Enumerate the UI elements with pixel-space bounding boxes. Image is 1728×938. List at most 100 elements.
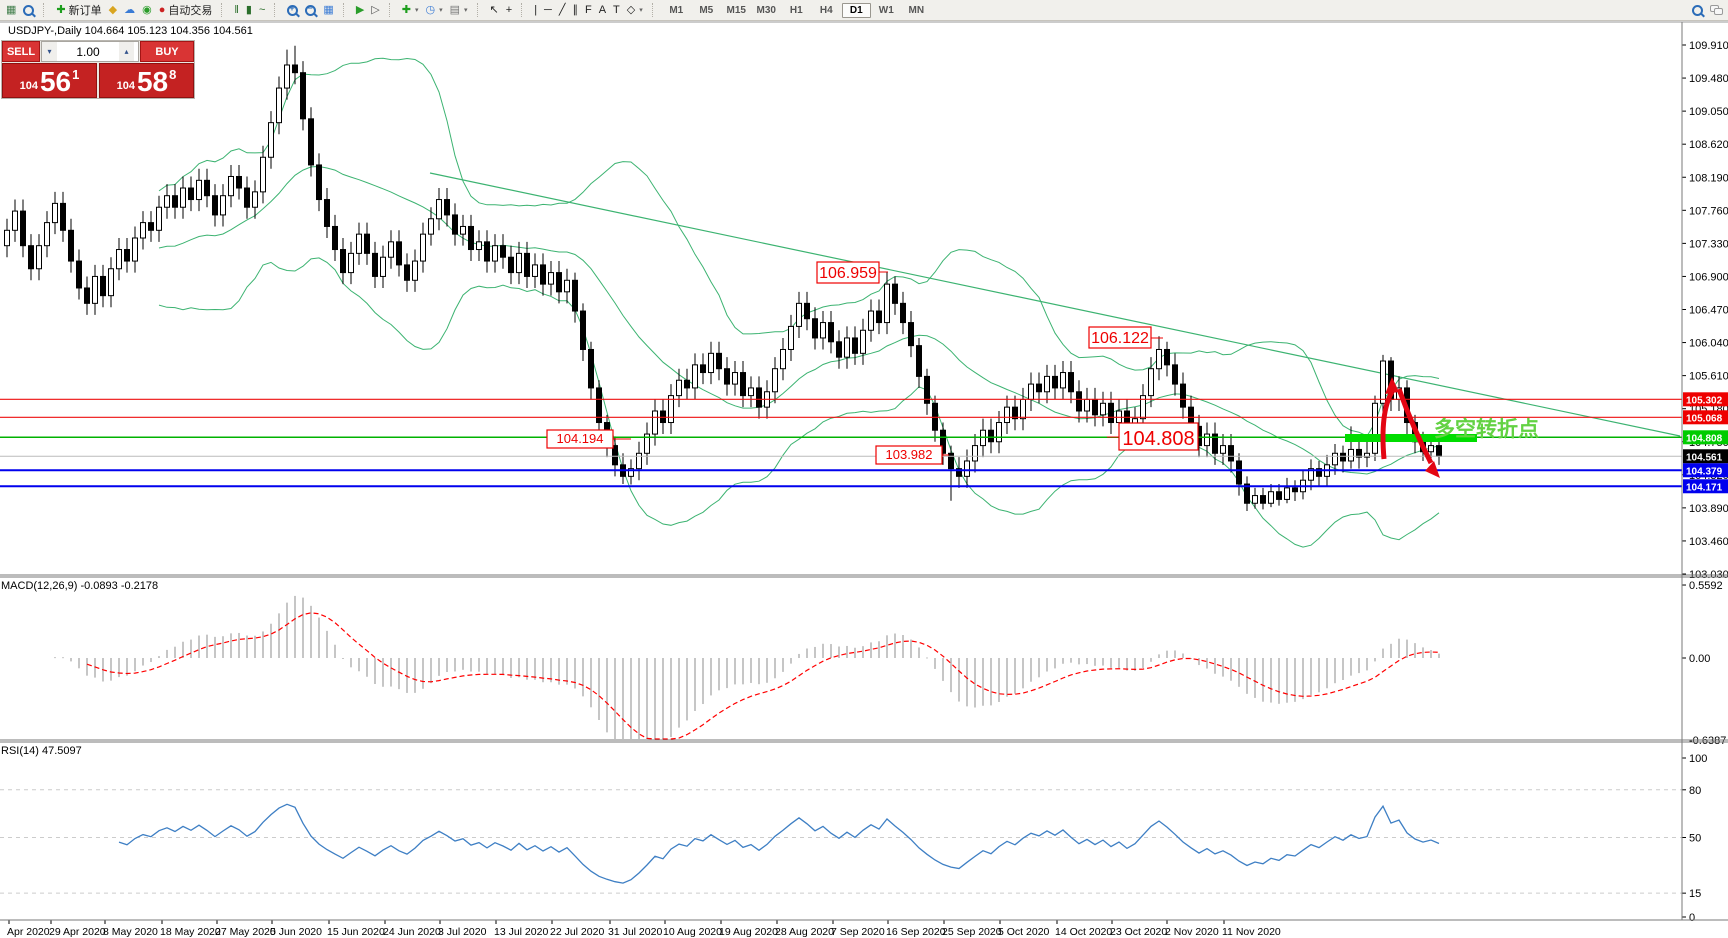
svg-text:100: 100	[1689, 753, 1707, 765]
arrow-down-object[interactable]	[1396, 388, 1440, 478]
chevron-down-icon[interactable]: ▾	[439, 7, 443, 14]
search-icon	[1692, 4, 1703, 16]
horizontal-level-lines[interactable]: 105.302 105.068 104.808 104.561 104.379 104.1…	[0, 392, 1728, 494]
chart-title: USDJPY-,Daily 104.664 105.123 104.356 10…	[8, 25, 253, 37]
sell-price-big-figure: 104	[19, 80, 38, 92]
fibonacci-icon[interactable]: F	[582, 2, 595, 19]
svg-text:107.330: 107.330	[1689, 238, 1728, 250]
toolbar-separator	[221, 3, 226, 17]
buy-button[interactable]: BUY	[140, 41, 194, 62]
price-tag-103.982[interactable]: 103.982	[875, 445, 949, 465]
timeframe-w1[interactable]: W1	[878, 4, 894, 16]
toolbar-separator	[43, 3, 48, 17]
timeframe-h4[interactable]: H4	[819, 4, 833, 16]
sell-price-pips: 56	[39, 66, 72, 97]
text-icon[interactable]: A	[596, 2, 609, 19]
channel-icon[interactable]: ∥	[569, 2, 581, 19]
tile-windows-icon: ▦	[323, 3, 334, 16]
candlestick-chart-icon[interactable]: ▮	[243, 2, 255, 19]
price-tag-106.122[interactable]: 106.122	[1088, 326, 1163, 349]
indicators-button[interactable]: ✚ ▾	[399, 2, 422, 19]
buy-price[interactable]: 104 58 8	[99, 63, 194, 98]
line-chart-icon: ~	[258, 3, 266, 16]
metaeditor-icon[interactable]: ◆	[106, 2, 120, 19]
svg-text:109.050: 109.050	[1689, 106, 1728, 118]
chart-shift-icon: ▷	[371, 3, 380, 16]
new-order-button[interactable]: ✚ 新订单	[53, 2, 104, 19]
line-chart-icon[interactable]: ~	[256, 2, 268, 19]
zoom-in-icon[interactable]	[284, 2, 301, 19]
bar-chart-icon[interactable]: ‖	[231, 2, 242, 19]
timeframe-m15[interactable]: M15	[726, 4, 746, 16]
volume-stepper: ▾ ▴	[41, 41, 139, 62]
chevron-down-icon[interactable]: ▾	[414, 7, 419, 14]
sell-price-point: 1	[72, 67, 80, 82]
chart-shift-icon[interactable]: ▷	[368, 2, 382, 19]
svg-text:109.480: 109.480	[1689, 73, 1728, 85]
main-toolbar: ▦ ✚新订单 ◆☁◉●自动交易 ‖▮ ~ ▦ ▶ ▷ ✚▾◷▾▤▾ ↖+ |─╱∥FAT◇▾ M1 M5…	[0, 0, 1728, 21]
cursor-icon[interactable]: ↖	[487, 2, 502, 19]
market-icon[interactable]: ☁	[121, 2, 138, 19]
periods-button[interactable]: ◷ ▾	[422, 2, 445, 19]
buy-price-pips: 58	[136, 66, 169, 97]
sell-button[interactable]: SELL	[2, 41, 40, 62]
svg-text:2 Nov 2020: 2 Nov 2020	[1165, 926, 1219, 938]
text-label-icon[interactable]: T	[610, 2, 623, 19]
trendline-object[interactable]	[429, 172, 1681, 437]
svg-text:103.460: 103.460	[1689, 536, 1728, 548]
timeframe-h1[interactable]: H1	[789, 4, 803, 16]
svg-text:104.808: 104.808	[1686, 433, 1723, 444]
price-tag-106.959[interactable]: 106.959	[816, 261, 888, 284]
svg-text:104.379: 104.379	[1686, 466, 1723, 477]
arrow-up-object[interactable]	[1380, 377, 1399, 460]
timeframe-m1[interactable]: M1	[669, 4, 684, 16]
svg-text:-0.6387: -0.6387	[1689, 735, 1726, 747]
support-zone-bar[interactable]	[1345, 434, 1477, 442]
svg-text:22 Jul 2020: 22 Jul 2020	[550, 926, 604, 938]
new-chart-icon: ▦	[6, 3, 17, 16]
crosshair-icon[interactable]: +	[503, 2, 515, 19]
note-text[interactable]: 多空转折点	[1434, 417, 1539, 441]
volume-increase-button[interactable]: ▴	[119, 42, 134, 61]
timeframe-m5[interactable]: M5	[699, 4, 714, 16]
sell-price[interactable]: 104 56 1	[2, 63, 97, 98]
svg-text:25 Sep 2020: 25 Sep 2020	[942, 926, 1002, 938]
svg-text:18 May 2020: 18 May 2020	[160, 926, 221, 938]
zoom-out-icon	[305, 3, 317, 16]
shapes-icon[interactable]: ◇ ▾	[624, 2, 646, 19]
chat-icon[interactable]	[1707, 2, 1725, 19]
horizontal-line-icon[interactable]: ─	[541, 2, 555, 19]
timeframe-m30[interactable]: M30	[756, 4, 776, 16]
volume-decrease-button[interactable]: ▾	[42, 42, 57, 61]
chevron-down-icon[interactable]: ▾	[639, 7, 643, 14]
chart-profiles-icon[interactable]	[20, 2, 37, 19]
timeframe-mn[interactable]: MN	[908, 4, 925, 16]
chevron-down-icon[interactable]: ▾	[464, 7, 468, 14]
svg-text:29 Apr 2020: 29 Apr 2020	[49, 926, 106, 938]
candlestick-chart-icon: ▮	[245, 3, 252, 16]
tile-windows-icon[interactable]: ▦	[320, 2, 336, 19]
search-icon[interactable]	[1689, 2, 1706, 19]
vertical-line-icon[interactable]: |	[531, 2, 540, 19]
zoom-out-icon[interactable]	[302, 2, 319, 19]
metaeditor-icon: ◆	[108, 3, 118, 16]
trendline-icon[interactable]: ╱	[556, 2, 569, 19]
new-chart-icon[interactable]: ▦	[3, 2, 19, 19]
templates-button[interactable]: ▤ ▾	[447, 2, 471, 19]
svg-text:15 Jun 2020: 15 Jun 2020	[327, 926, 385, 938]
volume-input[interactable]	[57, 42, 119, 61]
timeframe-d1[interactable]: D1	[841, 2, 871, 18]
svg-text:5 Jun 2020: 5 Jun 2020	[270, 926, 322, 938]
chart-annotations[interactable]: 106.959 106.122 104.808 104.194 103.982 多空转折点	[546, 261, 1539, 478]
price-tag-104.194[interactable]: 104.194	[546, 429, 631, 449]
toolbar-separator	[521, 3, 526, 17]
price-tag-104.808[interactable]: 104.808	[1107, 422, 1199, 451]
autotrade-button[interactable]: ● 自动交易	[156, 2, 216, 19]
signals-icon[interactable]: ◉	[139, 2, 155, 19]
auto-scroll-icon[interactable]: ▶	[353, 2, 367, 19]
svg-text:7 Sep 2020: 7 Sep 2020	[831, 926, 885, 938]
new-order-button-label: 新订单	[68, 5, 102, 17]
